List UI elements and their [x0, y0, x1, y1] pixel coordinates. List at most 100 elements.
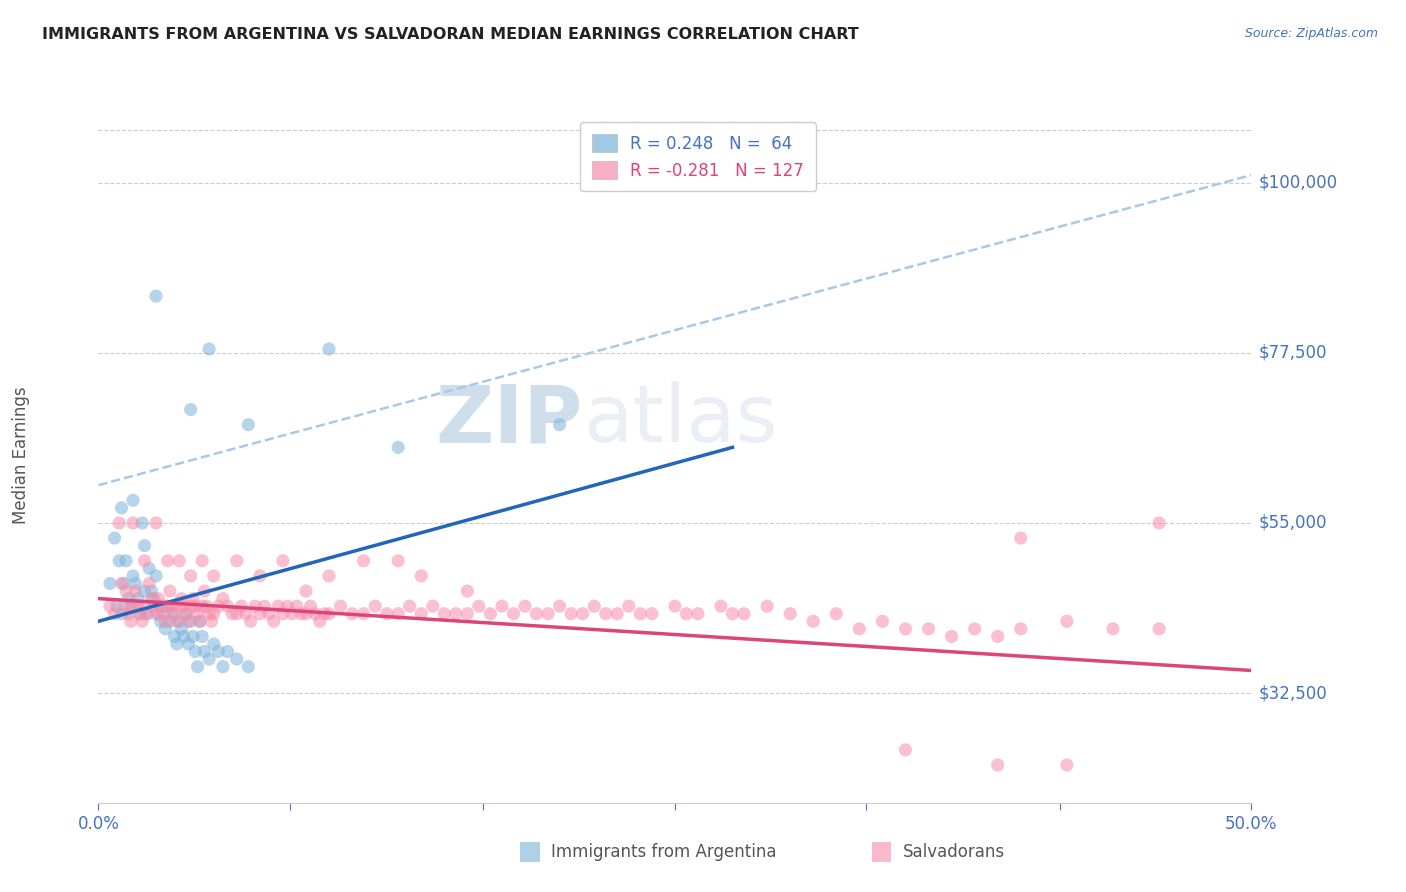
- Point: [180, 569, 202, 583]
- Point: [122, 516, 145, 530]
- Point: [290, 607, 312, 621]
- Point: [271, 607, 294, 621]
- Point: [411, 569, 433, 583]
- Point: [145, 569, 167, 583]
- Point: [801, 615, 824, 629]
- Point: [281, 607, 304, 621]
- Point: [156, 599, 179, 614]
- Text: Immigrants from Argentina: Immigrants from Argentina: [551, 843, 776, 861]
- Point: [941, 629, 963, 643]
- Point: [212, 591, 235, 606]
- Point: [149, 615, 172, 629]
- Text: Median Earnings: Median Earnings: [13, 386, 30, 524]
- Point: [191, 554, 214, 568]
- Point: [120, 599, 142, 614]
- Point: [135, 607, 157, 621]
- Point: [276, 599, 298, 614]
- Point: [202, 607, 225, 621]
- Point: [112, 576, 135, 591]
- Point: [225, 652, 247, 666]
- Point: [191, 629, 214, 643]
- Point: [295, 584, 318, 599]
- Point: [894, 743, 917, 757]
- Point: [180, 402, 202, 417]
- Point: [131, 615, 153, 629]
- Point: [98, 576, 121, 591]
- Point: [138, 576, 160, 591]
- Point: [181, 629, 204, 643]
- Point: [202, 569, 225, 583]
- Point: [156, 599, 179, 614]
- Point: [148, 591, 170, 606]
- Point: [166, 637, 188, 651]
- Point: [122, 493, 145, 508]
- Point: [239, 615, 262, 629]
- Point: [235, 607, 257, 621]
- Point: [257, 607, 280, 621]
- Point: [221, 607, 243, 621]
- Point: [217, 644, 239, 658]
- Point: [721, 607, 744, 621]
- Text: $77,500: $77,500: [1258, 343, 1327, 362]
- Point: [375, 607, 398, 621]
- Point: [142, 599, 165, 614]
- Point: [238, 417, 260, 432]
- Point: [340, 607, 363, 621]
- Point: [560, 607, 582, 621]
- Point: [664, 599, 686, 614]
- Point: [152, 599, 174, 614]
- Point: [571, 607, 593, 621]
- Point: [353, 554, 375, 568]
- Point: [145, 607, 167, 621]
- Point: [1102, 622, 1125, 636]
- Point: [779, 607, 801, 621]
- Point: [225, 554, 247, 568]
- Point: [456, 607, 478, 621]
- Point: [267, 599, 290, 614]
- Point: [212, 659, 235, 673]
- Point: [263, 615, 285, 629]
- Point: [110, 500, 132, 515]
- Point: [108, 554, 131, 568]
- Point: [141, 584, 163, 599]
- Point: [295, 607, 318, 621]
- Point: [117, 591, 139, 606]
- Point: [193, 644, 215, 658]
- Point: [387, 554, 409, 568]
- Point: [120, 615, 142, 629]
- Point: [160, 599, 183, 614]
- Point: [894, 622, 917, 636]
- Point: [163, 607, 186, 621]
- Point: [641, 607, 664, 621]
- Point: [122, 599, 145, 614]
- Point: [173, 629, 195, 643]
- Point: [238, 659, 260, 673]
- Point: [444, 607, 467, 621]
- Point: [134, 599, 156, 614]
- Point: [1147, 622, 1170, 636]
- Point: [142, 591, 165, 606]
- Point: [825, 607, 848, 621]
- Point: [170, 622, 193, 636]
- Point: [159, 584, 181, 599]
- Point: [628, 607, 651, 621]
- Point: [1010, 622, 1032, 636]
- Point: [314, 607, 336, 621]
- Point: [117, 607, 139, 621]
- Point: [617, 599, 640, 614]
- Text: Source: ZipAtlas.com: Source: ZipAtlas.com: [1244, 27, 1378, 40]
- Point: [253, 599, 276, 614]
- Point: [987, 629, 1010, 643]
- Point: [353, 607, 375, 621]
- Point: [299, 599, 322, 614]
- Point: [174, 607, 197, 621]
- Point: [148, 607, 170, 621]
- Point: [180, 599, 202, 614]
- Point: [127, 599, 149, 614]
- Point: [141, 591, 163, 606]
- Point: [675, 607, 697, 621]
- Point: [174, 607, 197, 621]
- Point: [548, 417, 571, 432]
- Point: [184, 644, 207, 658]
- Point: [249, 607, 271, 621]
